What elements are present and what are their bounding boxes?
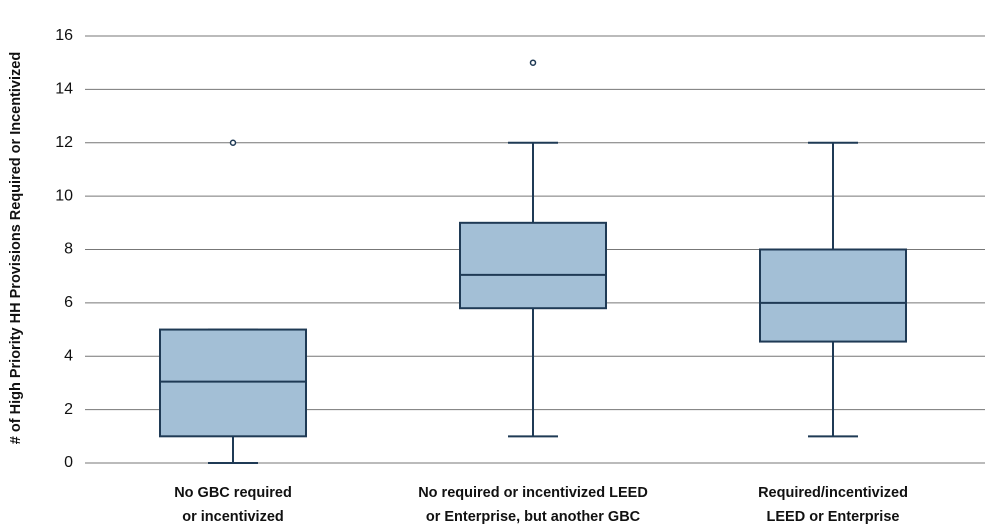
- x-tick-label-line: Required/incentivized: [758, 485, 908, 501]
- x-tick-label-line: LEED or Enterprise: [767, 509, 900, 525]
- outlier: [229, 139, 237, 146]
- x-tick-label-line: No GBC required: [174, 485, 292, 501]
- y-tick-label: 2: [64, 401, 73, 418]
- box: [759, 248, 907, 343]
- x-tick-label: No GBC required or incentivized: [174, 485, 292, 525]
- y-tick-label: 10: [55, 187, 73, 204]
- y-tick-label: 14: [55, 81, 73, 98]
- y-tick-label: 16: [55, 27, 73, 44]
- x-tick-label: No required or incentivized LEED or Enter…: [418, 485, 648, 525]
- box: [159, 328, 307, 438]
- outlier: [529, 59, 537, 66]
- y-axis-label: # of High Priority HH Provisions Require…: [8, 52, 24, 444]
- y-tick-label: 4: [64, 347, 73, 364]
- x-tick-label: Required/incentivized LEED or Enterprise: [758, 485, 908, 525]
- box: [459, 221, 607, 310]
- y-tick-label: 0: [64, 454, 73, 471]
- y-tick-label: 12: [55, 134, 73, 151]
- x-tick-label-line: or incentivized: [182, 509, 284, 525]
- x-tick-label-line: No required or incentivized LEED: [418, 485, 648, 501]
- y-tick-label: 6: [64, 294, 73, 311]
- y-tick-label: 8: [64, 241, 73, 258]
- x-tick-label-line: or Enterprise, but another GBC: [426, 509, 641, 525]
